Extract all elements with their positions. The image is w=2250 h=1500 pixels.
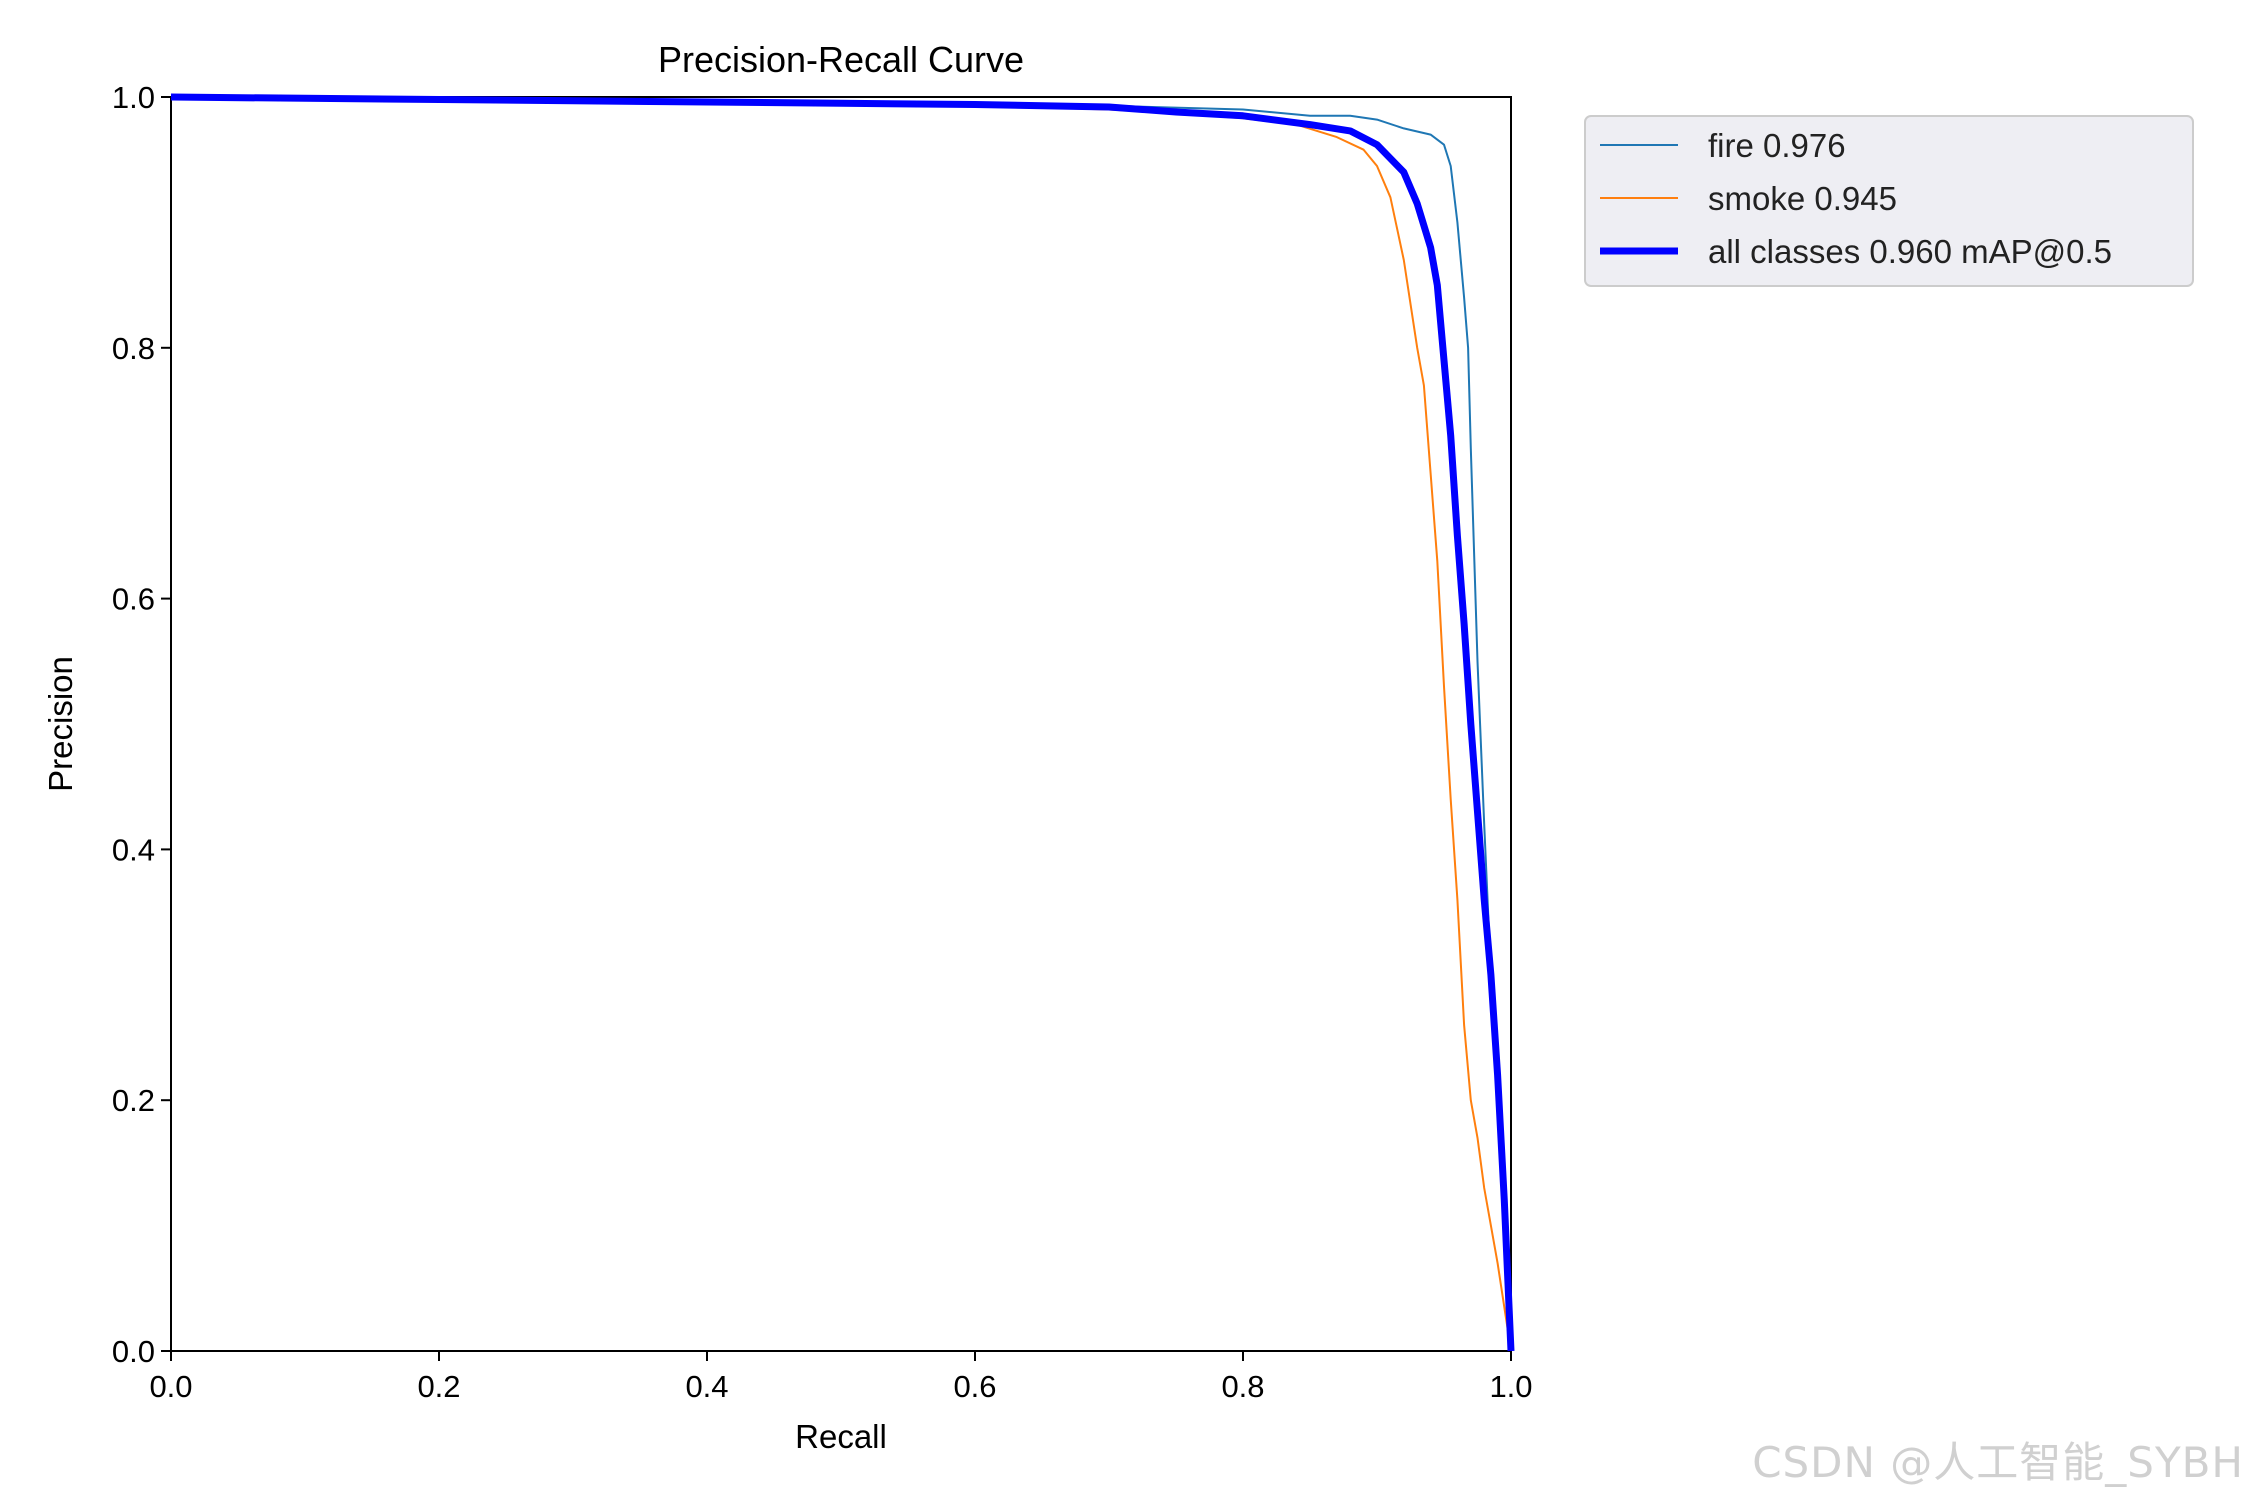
x-tick-label: 0.0 — [149, 1369, 192, 1404]
legend-label-0: fire 0.976 — [1708, 127, 1846, 164]
x-tick-label: 0.6 — [953, 1369, 996, 1404]
y-tick-label: 1.0 — [112, 80, 155, 115]
series-line-1 — [170, 96, 1512, 1352]
x-axis-ticks: 0.0 0.2 0.4 0.6 0.8 1.0 — [149, 1351, 1533, 1404]
legend-label-2: all classes 0.960 mAP@0.5 — [1708, 233, 2112, 270]
watermark: CSDN @人工智能_SYBH — [1752, 1438, 2244, 1487]
plot-area — [170, 93, 1515, 1352]
x-axis-title: Recall — [795, 1418, 887, 1455]
legend-box — [1584, 115, 2194, 287]
y-axis-ticks: 0.0 0.2 0.4 0.6 0.8 1.0 — [112, 80, 171, 1369]
chart-title: Precision-Recall Curve — [658, 39, 1024, 80]
series-line-0 — [170, 96, 1512, 1352]
y-axis-title: Precision — [42, 656, 79, 792]
legend-label-1: smoke 0.945 — [1708, 180, 1897, 217]
y-tick-label: 0.4 — [112, 832, 155, 867]
plot-frame — [170, 96, 1512, 1352]
legend: fire 0.976 smoke 0.945 all classes 0.960 m… — [1584, 115, 2194, 287]
series-line-2 — [170, 93, 1515, 1352]
x-tick-label: 0.4 — [685, 1369, 728, 1404]
x-tick-label: 1.0 — [1489, 1369, 1532, 1404]
y-tick-label: 0.6 — [112, 582, 155, 617]
series-layer — [170, 93, 1515, 1352]
y-tick-label: 0.2 — [112, 1083, 155, 1118]
y-tick-label: 0.0 — [112, 1334, 155, 1369]
x-tick-label: 0.2 — [417, 1369, 460, 1404]
y-tick-label: 0.8 — [112, 331, 155, 366]
x-tick-label: 0.8 — [1221, 1369, 1264, 1404]
